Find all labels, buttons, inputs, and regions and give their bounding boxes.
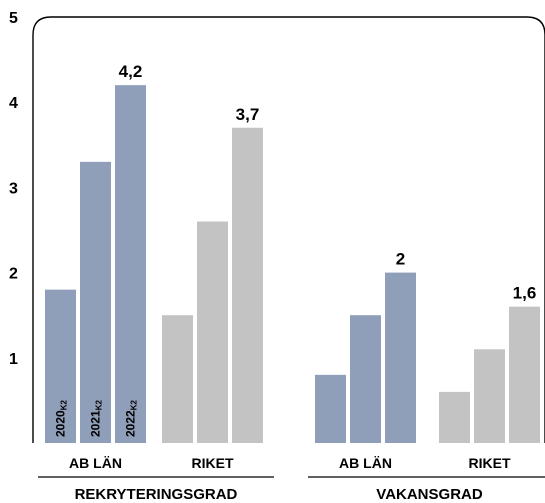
plot-border xyxy=(32,16,545,443)
bar xyxy=(197,221,228,443)
bar xyxy=(509,306,540,443)
y-tick-label: 2 xyxy=(9,266,18,283)
cluster-label: RIKET xyxy=(469,455,511,471)
bar xyxy=(115,85,146,443)
bar xyxy=(350,315,381,443)
bar xyxy=(315,374,346,443)
plot-frame xyxy=(32,16,545,443)
bar-year-label: 2020K2 xyxy=(54,400,69,437)
group-label: REKRYTERINGSGRAD xyxy=(75,486,238,503)
data-label: 1,6 xyxy=(513,284,537,303)
cluster-label: AB LÄN xyxy=(339,455,392,471)
bar xyxy=(80,161,111,443)
cluster-label: AB LÄN xyxy=(69,455,122,471)
y-axis-ticks: 1 2 3 4 5 xyxy=(9,10,18,368)
group-label: VAKANSGRAD xyxy=(376,486,483,503)
data-label: 4,2 xyxy=(119,62,143,81)
bar xyxy=(232,127,263,443)
data-label: 3,7 xyxy=(236,105,260,124)
bar xyxy=(439,391,470,443)
y-tick-label: 4 xyxy=(9,95,18,112)
data-label: 2 xyxy=(396,250,405,269)
bar xyxy=(385,272,416,443)
labels: 2020K2 2021K2 2022K2 4,2 AB LÄN 3,7 RIKET REKRY… xyxy=(38,62,545,503)
cluster-label: RIKET xyxy=(192,455,234,471)
bar xyxy=(45,289,76,443)
bars xyxy=(45,85,540,443)
bar xyxy=(162,315,193,443)
bar xyxy=(474,349,505,443)
y-tick-label: 3 xyxy=(9,180,18,197)
y-tick-label: 5 xyxy=(9,10,18,27)
y-tick-label: 1 xyxy=(9,351,18,368)
bar-year-label: 2021K2 xyxy=(89,400,104,437)
bar-year-label: 2022K2 xyxy=(124,400,139,437)
